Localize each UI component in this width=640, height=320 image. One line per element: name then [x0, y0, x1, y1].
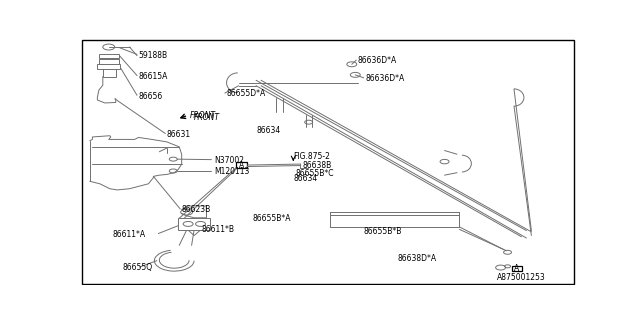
- Text: 86636D*A: 86636D*A: [358, 56, 397, 65]
- Text: 86655B*A: 86655B*A: [253, 214, 291, 223]
- Text: 86638B: 86638B: [302, 161, 332, 170]
- Bar: [103, 69, 116, 76]
- Bar: [178, 218, 211, 230]
- Text: 86655D*A: 86655D*A: [227, 89, 266, 98]
- Text: FRONT: FRONT: [194, 113, 220, 122]
- Text: N37002: N37002: [214, 156, 244, 165]
- Text: A: A: [515, 264, 520, 273]
- Text: A: A: [239, 161, 244, 170]
- Text: 86611*A: 86611*A: [112, 230, 145, 239]
- Text: M120113: M120113: [214, 167, 250, 176]
- Bar: [97, 64, 120, 69]
- Text: 86636D*A: 86636D*A: [365, 74, 404, 83]
- Text: 86656: 86656: [138, 92, 163, 101]
- Text: 86634: 86634: [256, 126, 280, 135]
- Bar: [99, 59, 118, 64]
- Text: FIG.875-2: FIG.875-2: [293, 152, 330, 161]
- Text: 86615A: 86615A: [138, 72, 168, 81]
- Bar: [511, 266, 522, 271]
- Bar: [236, 162, 247, 168]
- Text: 86655Q: 86655Q: [122, 263, 152, 272]
- Text: 86631: 86631: [167, 130, 191, 139]
- Text: 86638D*A: 86638D*A: [397, 254, 436, 263]
- Text: FRONT: FRONT: [190, 111, 216, 120]
- Text: 86634: 86634: [293, 174, 317, 183]
- Text: 86611*B: 86611*B: [202, 225, 234, 234]
- Bar: [99, 54, 118, 58]
- Text: 86623B: 86623B: [182, 205, 211, 214]
- Text: 59188B: 59188B: [138, 51, 168, 60]
- Text: 86655B*C: 86655B*C: [296, 169, 334, 178]
- Text: 86655B*B: 86655B*B: [364, 227, 402, 236]
- Text: A875001253: A875001253: [497, 273, 545, 283]
